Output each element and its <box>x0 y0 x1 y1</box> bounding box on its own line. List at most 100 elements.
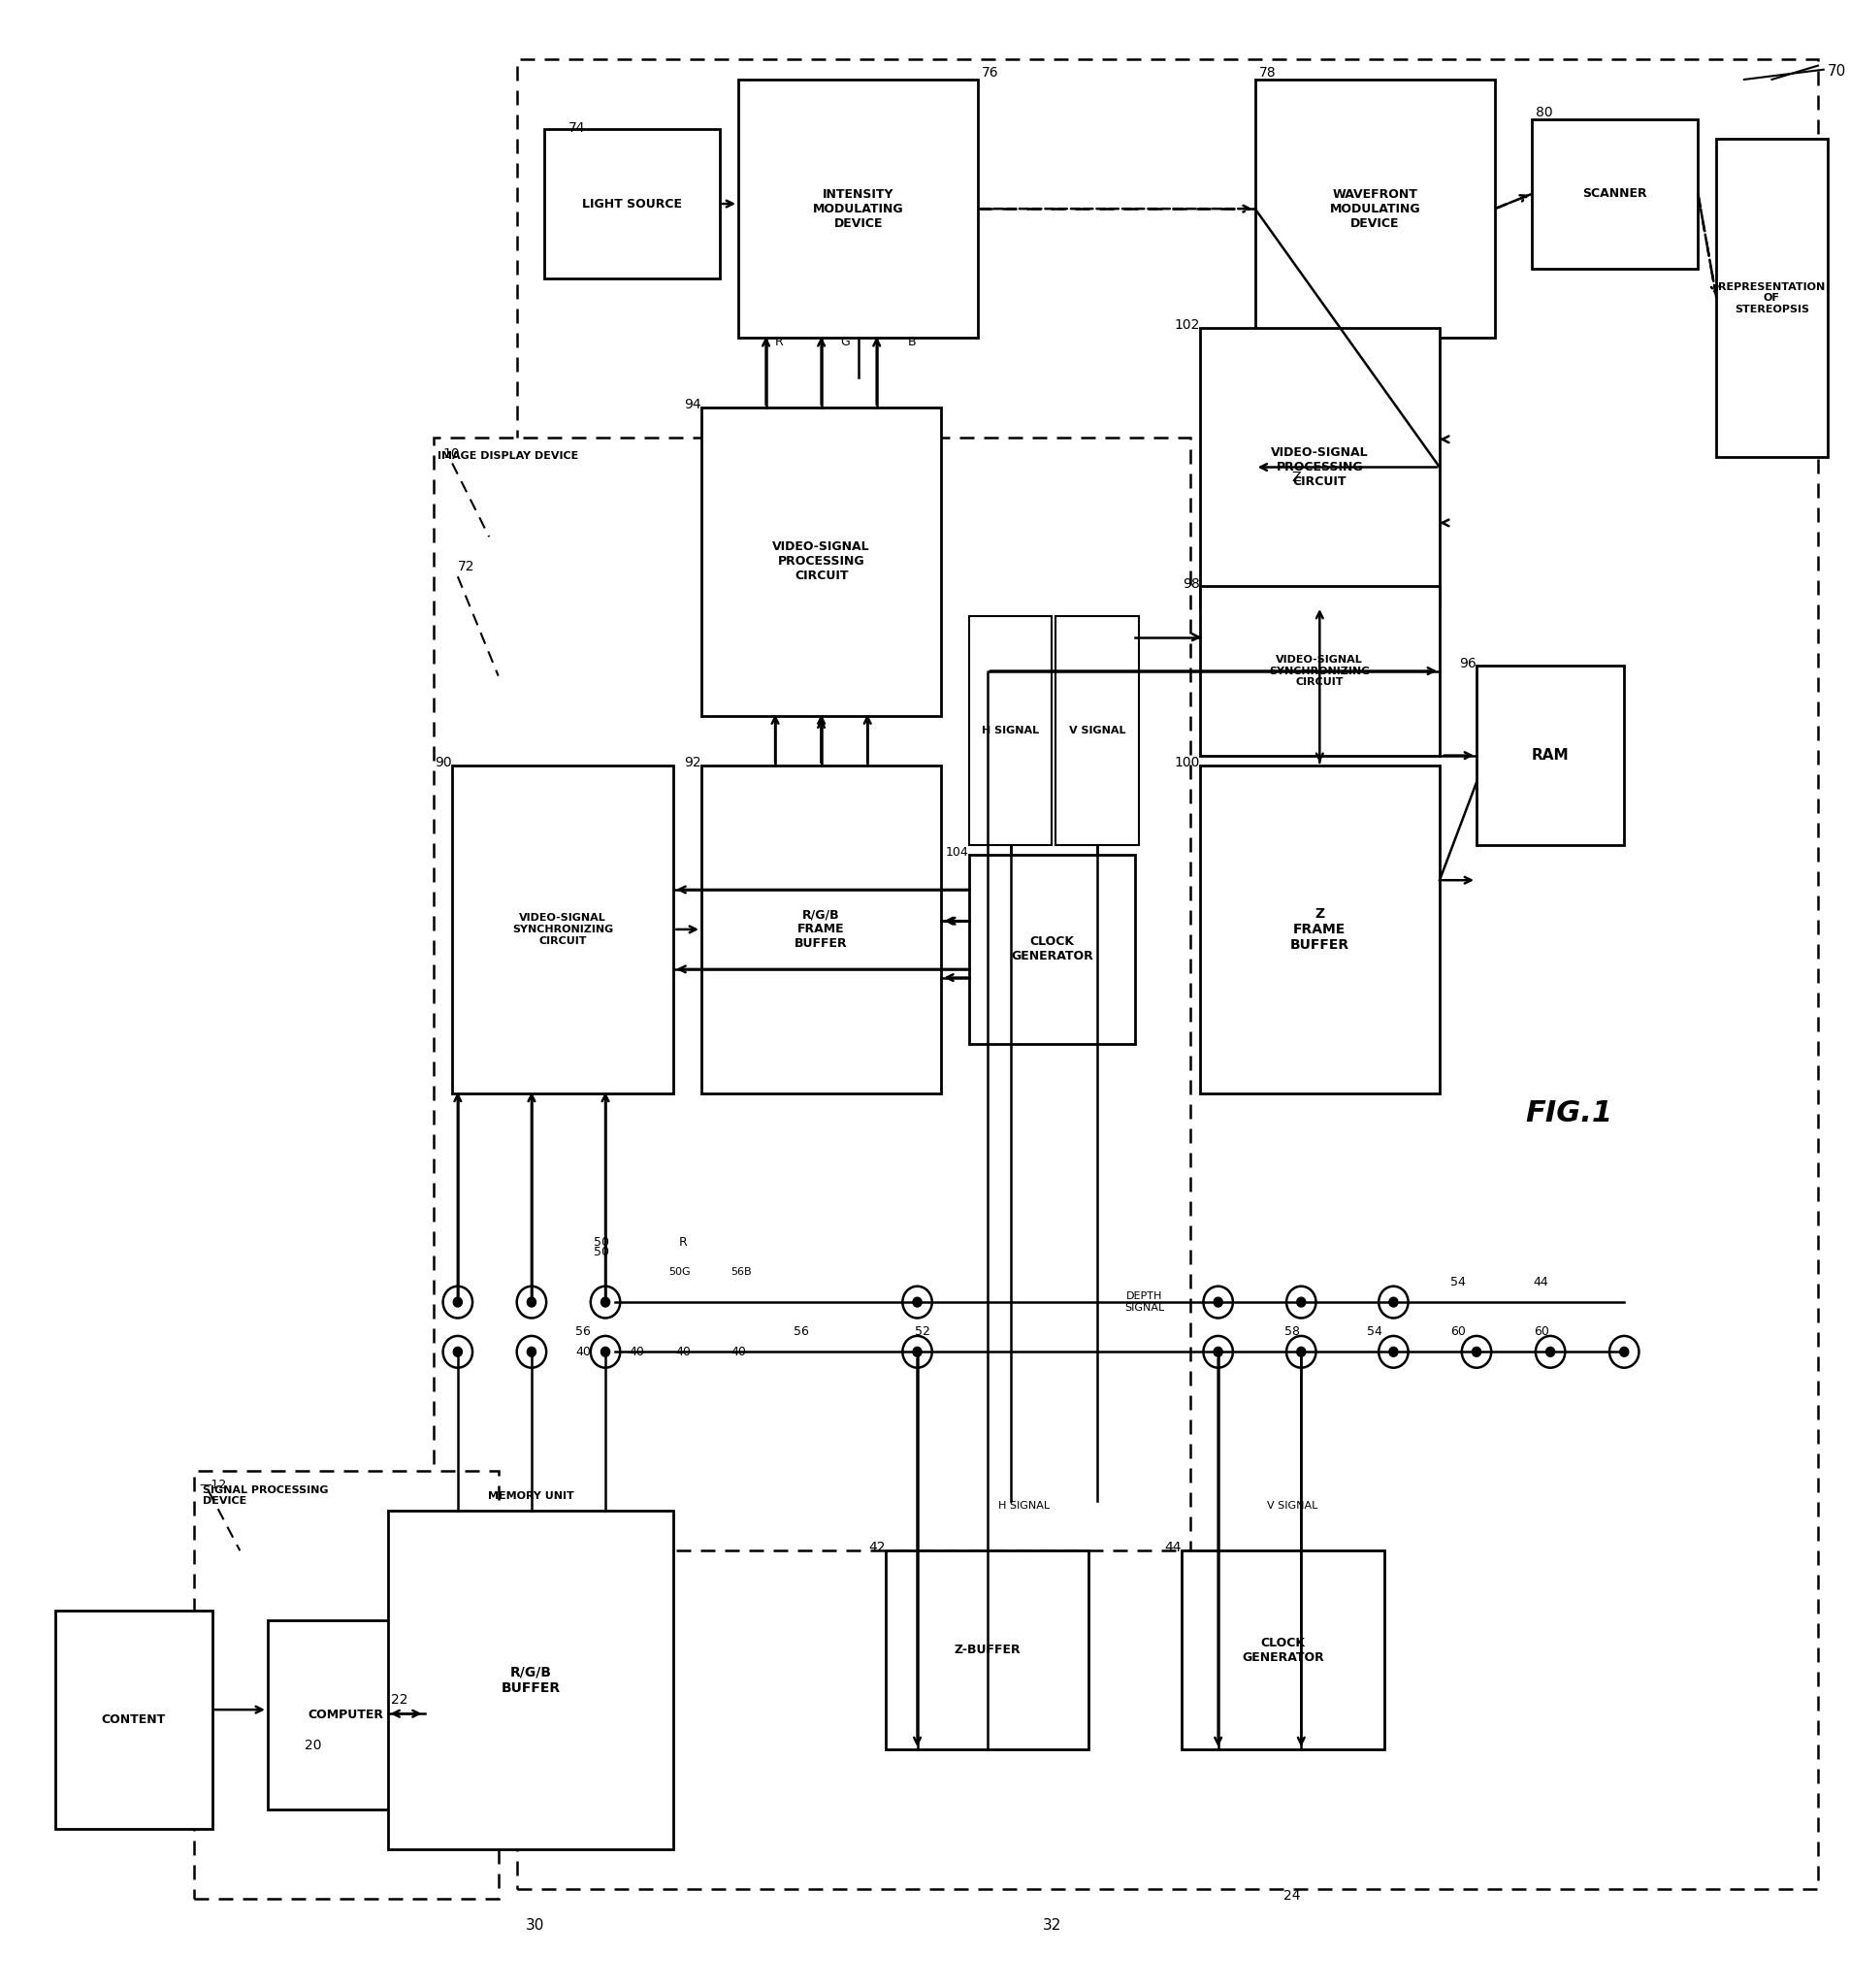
Circle shape <box>1297 1298 1306 1306</box>
Text: 40: 40 <box>731 1346 746 1358</box>
Text: R/G/B
FRAME
BUFFER: R/G/B FRAME BUFFER <box>796 909 847 950</box>
Bar <box>516 60 1819 1889</box>
Text: MEMORY UNIT: MEMORY UNIT <box>488 1491 574 1501</box>
Text: 40: 40 <box>575 1346 590 1358</box>
Bar <box>1199 328 1439 606</box>
Circle shape <box>1389 1298 1399 1306</box>
Bar <box>701 408 942 716</box>
Text: 56B: 56B <box>731 1268 751 1276</box>
Text: R: R <box>775 336 783 348</box>
Circle shape <box>453 1298 462 1306</box>
Circle shape <box>527 1348 536 1356</box>
Bar <box>1717 139 1828 457</box>
Text: Z: Z <box>1291 471 1301 483</box>
Text: 54: 54 <box>1450 1276 1465 1288</box>
Text: 42: 42 <box>870 1541 886 1555</box>
Text: VIDEO-SIGNAL
SYNCHRONIZING
CIRCUIT: VIDEO-SIGNAL SYNCHRONIZING CIRCUIT <box>1269 654 1371 688</box>
Bar <box>433 437 1190 1551</box>
Text: B: B <box>908 336 916 348</box>
Circle shape <box>453 1348 462 1356</box>
Bar <box>1056 616 1140 845</box>
Circle shape <box>1547 1348 1554 1356</box>
Bar <box>268 1620 424 1809</box>
Circle shape <box>527 1298 536 1306</box>
Circle shape <box>1214 1298 1223 1306</box>
Text: 40: 40 <box>675 1346 690 1358</box>
Text: 102: 102 <box>1175 318 1199 332</box>
Text: CLOCK
GENERATOR: CLOCK GENERATOR <box>1241 1636 1325 1664</box>
Circle shape <box>912 1348 921 1356</box>
Text: CLOCK
GENERATOR: CLOCK GENERATOR <box>1010 936 1093 962</box>
Circle shape <box>601 1348 610 1356</box>
Bar <box>56 1610 213 1829</box>
Text: 52: 52 <box>916 1326 931 1338</box>
Text: 92: 92 <box>684 755 701 769</box>
Text: VIDEO-SIGNAL
SYNCHRONIZING
CIRCUIT: VIDEO-SIGNAL SYNCHRONIZING CIRCUIT <box>512 912 614 946</box>
Text: IMAGE DISPLAY DEVICE: IMAGE DISPLAY DEVICE <box>437 451 579 461</box>
Text: 44: 44 <box>1534 1276 1548 1288</box>
Bar <box>886 1551 1090 1749</box>
Text: 50G: 50G <box>668 1268 690 1276</box>
Text: 50: 50 <box>594 1237 609 1248</box>
Text: 98: 98 <box>1182 577 1199 590</box>
Text: 104: 104 <box>945 847 969 859</box>
Text: 40: 40 <box>629 1346 644 1358</box>
Bar <box>1476 666 1624 845</box>
Text: 72: 72 <box>457 561 475 573</box>
Text: 22: 22 <box>392 1694 409 1706</box>
Text: 24: 24 <box>1284 1889 1301 1903</box>
Text: 54: 54 <box>1367 1326 1382 1338</box>
Text: 20: 20 <box>305 1740 322 1751</box>
Text: 56: 56 <box>794 1326 808 1338</box>
Text: V SIGNAL: V SIGNAL <box>1069 726 1125 736</box>
Text: 60: 60 <box>1450 1326 1465 1338</box>
Bar <box>969 855 1136 1044</box>
Bar <box>738 80 979 338</box>
Text: 56: 56 <box>575 1326 590 1338</box>
Text: DEPTH
SIGNAL: DEPTH SIGNAL <box>1125 1292 1164 1312</box>
Bar <box>1180 1551 1384 1749</box>
Text: R: R <box>679 1237 686 1248</box>
Text: 94: 94 <box>684 398 701 412</box>
Text: REPRESENTATION
OF
STEREOPSIS: REPRESENTATION OF STEREOPSIS <box>1719 282 1826 314</box>
Text: H SIGNAL: H SIGNAL <box>982 726 1040 736</box>
Text: 74: 74 <box>568 121 585 135</box>
Text: LIGHT SOURCE: LIGHT SOURCE <box>583 197 683 211</box>
Text: G: G <box>840 336 849 348</box>
Text: 50: 50 <box>594 1246 609 1258</box>
Text: VIDEO-SIGNAL
PROCESSING
CIRCUIT: VIDEO-SIGNAL PROCESSING CIRCUIT <box>773 541 870 582</box>
Bar <box>1199 586 1439 755</box>
Text: 96: 96 <box>1460 656 1476 670</box>
Text: VIDEO-SIGNAL
PROCESSING
CIRCUIT: VIDEO-SIGNAL PROCESSING CIRCUIT <box>1271 447 1369 487</box>
Text: 70: 70 <box>1828 64 1846 78</box>
Bar <box>1199 765 1439 1093</box>
Text: 78: 78 <box>1258 66 1276 80</box>
Bar <box>451 765 673 1093</box>
Text: 100: 100 <box>1175 755 1199 769</box>
Bar <box>1532 119 1698 268</box>
Text: COMPUTER: COMPUTER <box>309 1708 385 1722</box>
Text: WAVEFRONT
MODULATING
DEVICE: WAVEFRONT MODULATING DEVICE <box>1330 189 1421 229</box>
Text: INTENSITY
MODULATING
DEVICE: INTENSITY MODULATING DEVICE <box>812 189 903 229</box>
Circle shape <box>1214 1348 1223 1356</box>
Text: 10: 10 <box>442 447 461 461</box>
Text: —12: —12 <box>200 1479 228 1491</box>
Circle shape <box>601 1298 610 1306</box>
Text: 80: 80 <box>1536 105 1552 119</box>
Text: RAM: RAM <box>1532 747 1569 763</box>
Bar <box>544 129 720 278</box>
Text: 32: 32 <box>1043 1918 1062 1932</box>
Text: CONTENT: CONTENT <box>102 1714 166 1726</box>
Text: V SIGNAL: V SIGNAL <box>1267 1501 1317 1511</box>
Text: SCANNER: SCANNER <box>1582 187 1646 201</box>
Bar <box>194 1471 498 1899</box>
Text: 90: 90 <box>435 755 451 769</box>
Text: 58: 58 <box>1284 1326 1301 1338</box>
Bar <box>701 765 942 1093</box>
Text: SIGNAL PROCESSING
DEVICE: SIGNAL PROCESSING DEVICE <box>204 1485 329 1507</box>
Text: Z
FRAME
BUFFER: Z FRAME BUFFER <box>1289 907 1349 952</box>
Circle shape <box>1621 1348 1628 1356</box>
Circle shape <box>1389 1348 1399 1356</box>
Text: R/G/B
BUFFER: R/G/B BUFFER <box>501 1666 561 1694</box>
Bar <box>969 616 1053 845</box>
